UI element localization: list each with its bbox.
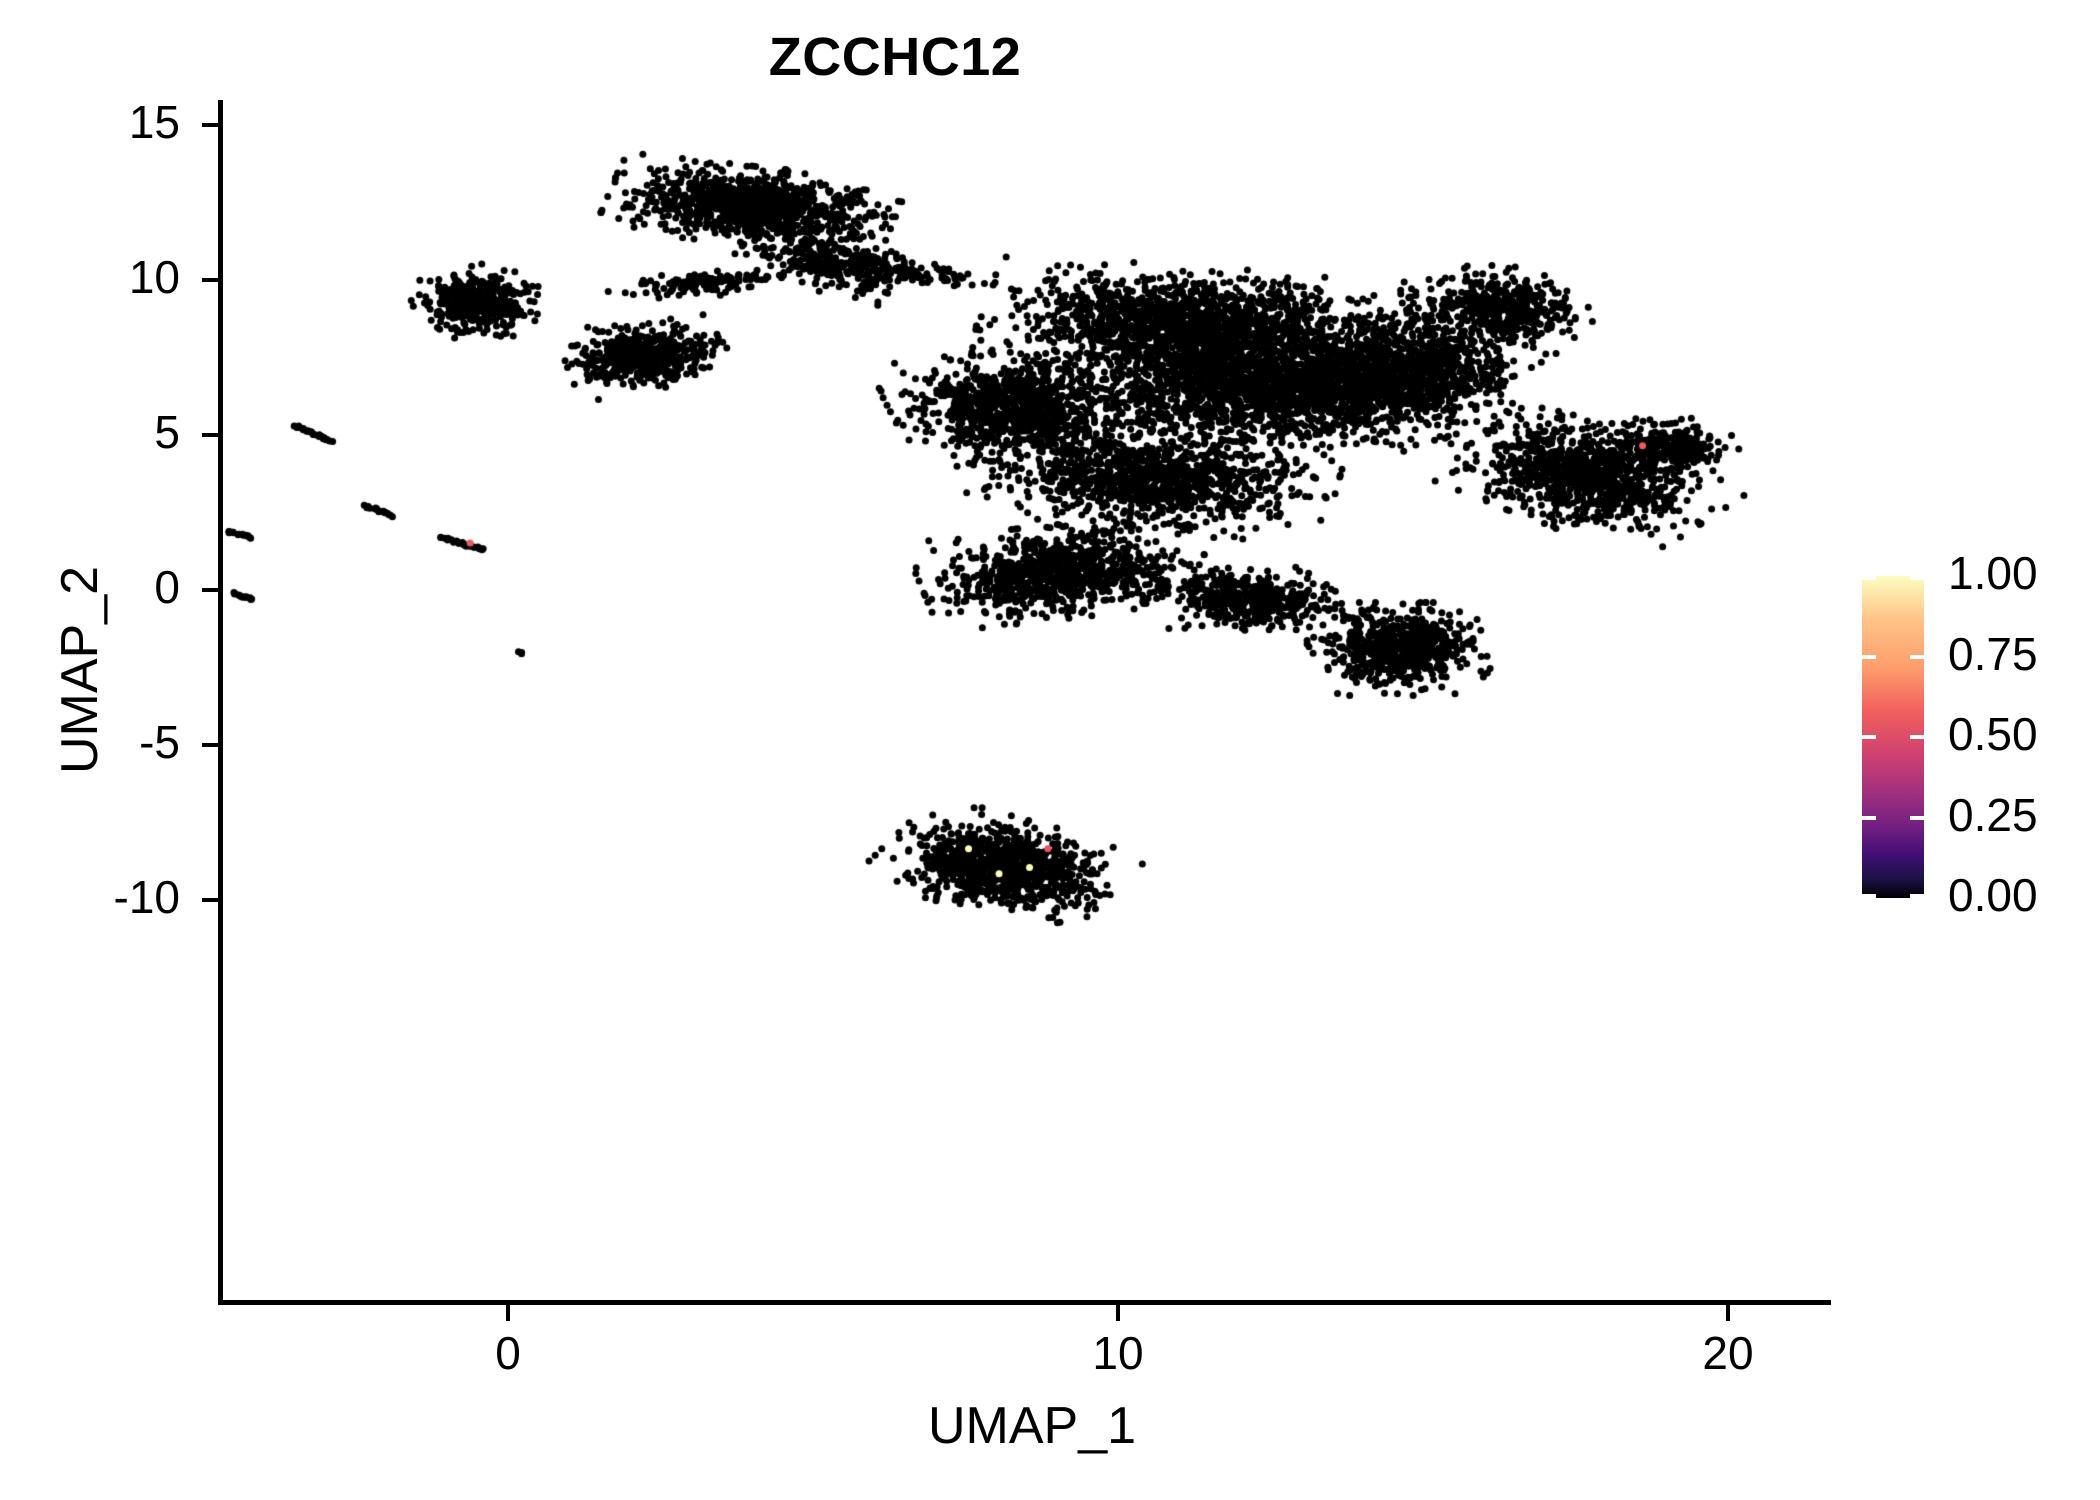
y-axis-tick-mark	[202, 278, 218, 282]
y-axis-tick-mark	[202, 433, 218, 437]
y-axis-tick-group: 15 10 5 0 -5 -10	[0, 0, 218, 1500]
legend-tick-mark	[1910, 894, 1924, 898]
y-axis-tick-label: 5	[154, 406, 180, 458]
x-axis-title: UMAP_1	[927, 1397, 1137, 1455]
legend-tick-mark	[1910, 735, 1924, 739]
x-axis-tick-label: 0	[495, 1327, 521, 1379]
page-title: ZCCHC12	[768, 27, 1022, 87]
x-axis-tick-mark	[1116, 1305, 1120, 1321]
y-axis-tick-mark	[202, 123, 218, 127]
legend-tick-label: 0.00	[1948, 869, 2038, 921]
x-axis-tick-mark	[1726, 1305, 1730, 1321]
y-axis-title: UMAP_2	[51, 565, 109, 775]
legend-tick-mark	[1862, 735, 1876, 739]
legend-tick-mark	[1862, 654, 1876, 659]
legend-tick-mark	[1862, 576, 1876, 580]
x-axis-tick-mark	[506, 1305, 510, 1321]
y-axis-tick-mark	[202, 743, 218, 747]
legend-tick-label: 0.25	[1948, 788, 2038, 841]
legend-tick-mark	[1910, 576, 1924, 580]
y-axis-tick-label: 0	[154, 561, 180, 613]
y-axis-tick-mark	[202, 588, 218, 592]
legend-tick-mark	[1910, 654, 1924, 659]
legend-tick-label: 0.75	[1948, 627, 2038, 680]
legend-tick-label: 0.50	[1948, 708, 2038, 760]
legend-tick-mark	[1910, 815, 1924, 820]
y-axis-tick-label: -5	[139, 716, 180, 768]
scatter-canvas	[222, 100, 1842, 1302]
legend-tick-mark	[1862, 894, 1876, 898]
x-axis-tick-label: 20	[1702, 1327, 1754, 1379]
x-axis-line	[218, 1300, 1831, 1305]
y-axis-tick-label: -10	[113, 871, 180, 923]
plot-panel	[222, 100, 1842, 1302]
legend-tick-mark	[1862, 815, 1876, 820]
x-axis-tick-label: 10	[1092, 1327, 1144, 1379]
y-axis-tick-label: 15	[128, 96, 180, 148]
colorbar-legend: 1.00 0.75 0.50 0.25 0.00	[1862, 547, 2092, 921]
y-axis-tick-label: 10	[128, 251, 180, 303]
y-axis-tick-mark	[202, 898, 218, 902]
legend-tick-label: 1.00	[1948, 547, 2038, 599]
y-axis-line	[218, 100, 223, 1305]
